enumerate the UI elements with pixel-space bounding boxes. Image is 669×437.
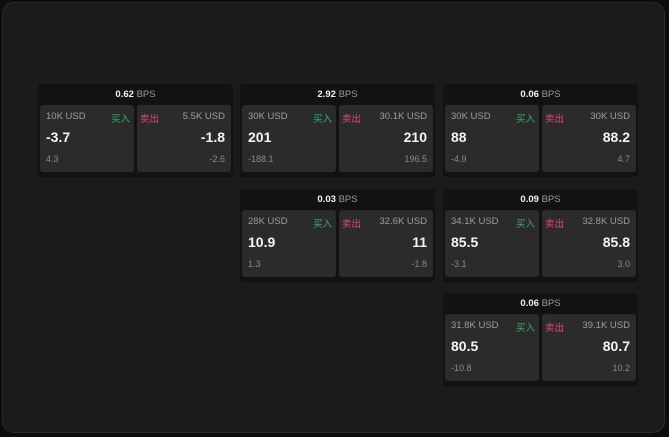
buy-label: 买入 [312, 114, 332, 125]
sell-label: 卖出 [545, 323, 565, 334]
spread-value: 0.62 [115, 89, 134, 100]
sell-label: 卖出 [342, 219, 362, 230]
spread-header: 2.92 BPS [240, 84, 435, 105]
ask-size: 32.8K USD [582, 216, 630, 227]
ask-size: 5.5K USD [182, 111, 225, 122]
ask-size: 32.6K USD [379, 216, 427, 227]
buy-label: 买入 [515, 219, 535, 230]
spread-unit: BPS [338, 194, 358, 205]
bid-price: -3.7 [46, 129, 71, 145]
sell-label: 卖出 [342, 114, 362, 125]
ask-price: 210 [403, 129, 427, 145]
ask-change: -2.6 [209, 154, 225, 164]
spread-header: 0.03 BPS [240, 189, 435, 210]
bid-change: -3.1 [451, 259, 467, 269]
sell-label: 卖出 [545, 219, 565, 230]
spread-value: 0.09 [520, 194, 539, 205]
ask-size: 30.1K USD [379, 111, 427, 122]
bid-size: 31.8K USD [451, 320, 499, 331]
buy-box[interactable]: 30K USD 买入 201 -188.1 [242, 105, 336, 172]
bid-change: -188.1 [248, 154, 274, 164]
buy-label: 买入 [312, 219, 332, 230]
quote-panel: 0.62 BPS 10K USD 买入 -3.7 4.3 卖出 5.5K USD… [38, 84, 233, 177]
buy-box[interactable]: 30K USD 买入 88 -4.9 [445, 105, 539, 172]
sell-box[interactable]: 卖出 30.1K USD 210 196.5 [339, 105, 433, 172]
bid-price: 10.9 [248, 234, 276, 250]
spread-header: 0.09 BPS [443, 189, 638, 210]
buy-box[interactable]: 10K USD 买入 -3.7 4.3 [40, 105, 134, 172]
ask-price: 80.7 [602, 338, 630, 354]
buy-box[interactable]: 28K USD 买入 10.9 1.3 [242, 210, 336, 277]
spread-value: 0.06 [520, 298, 539, 309]
ask-size: 30K USD [590, 111, 630, 122]
ask-price: 85.8 [602, 234, 630, 250]
spread-unit: BPS [338, 89, 358, 100]
buy-box[interactable]: 31.8K USD 买入 80.5 -10.8 [445, 314, 539, 381]
sell-box[interactable]: 卖出 5.5K USD -1.8 -2.6 [137, 105, 231, 172]
buy-label: 买入 [515, 323, 535, 334]
buy-box[interactable]: 34.1K USD 买入 85.5 -3.1 [445, 210, 539, 277]
spread-header: 0.06 BPS [443, 293, 638, 314]
quote-panel: 2.92 BPS 30K USD 买入 201 -188.1 卖出 30.1K … [240, 84, 435, 177]
quote-panel: 0.09 BPS 34.1K USD 买入 85.5 -3.1 卖出 32.8K… [443, 189, 638, 282]
bid-size: 10K USD [46, 111, 86, 122]
spread-value: 0.03 [317, 194, 336, 205]
spread-value: 2.92 [317, 89, 336, 100]
bid-change: -4.9 [451, 154, 467, 164]
sell-label: 卖出 [545, 114, 565, 125]
spread-unit: BPS [541, 89, 561, 100]
ask-size: 39.1K USD [582, 320, 630, 331]
bid-size: 30K USD [248, 111, 288, 122]
ask-price: 11 [412, 234, 427, 250]
spread-unit: BPS [541, 194, 561, 205]
spread-unit: BPS [136, 89, 156, 100]
bid-change: 1.3 [248, 259, 261, 269]
ask-change: 3.0 [617, 259, 630, 269]
sell-box[interactable]: 卖出 30K USD 88.2 4.7 [542, 105, 636, 172]
ask-price: 88.2 [602, 129, 630, 145]
spread-value: 0.06 [520, 89, 539, 100]
spread-unit: BPS [541, 298, 561, 309]
sell-label: 卖出 [140, 114, 160, 125]
ask-change: -1.8 [411, 259, 427, 269]
spread-header: 0.62 BPS [38, 84, 233, 105]
bid-price: 201 [248, 129, 272, 145]
spread-header: 0.06 BPS [443, 84, 638, 105]
bid-size: 30K USD [451, 111, 491, 122]
ask-change: 196.5 [404, 154, 427, 164]
quote-panel: 0.03 BPS 28K USD 买入 10.9 1.3 卖出 32.6K US… [240, 189, 435, 282]
quote-panel: 0.06 BPS 31.8K USD 买入 80.5 -10.8 卖出 39.1… [443, 293, 638, 386]
buy-label: 买入 [515, 114, 535, 125]
sell-box[interactable]: 卖出 32.8K USD 85.8 3.0 [542, 210, 636, 277]
sell-box[interactable]: 卖出 32.6K USD 11 -1.8 [339, 210, 433, 277]
ask-change: 4.7 [617, 154, 630, 164]
bid-size: 34.1K USD [451, 216, 499, 227]
quote-panel: 0.06 BPS 30K USD 买入 88 -4.9 卖出 30K USD 8… [443, 84, 638, 177]
bid-size: 28K USD [248, 216, 288, 227]
bid-price: 80.5 [451, 338, 479, 354]
ask-price: -1.8 [200, 129, 225, 145]
bid-change: 4.3 [46, 154, 59, 164]
bid-price: 88 [451, 129, 467, 145]
bid-price: 85.5 [451, 234, 479, 250]
sell-box[interactable]: 卖出 39.1K USD 80.7 10.2 [542, 314, 636, 381]
buy-label: 买入 [110, 114, 130, 125]
ask-change: 10.2 [612, 363, 630, 373]
bid-change: -10.8 [451, 363, 472, 373]
